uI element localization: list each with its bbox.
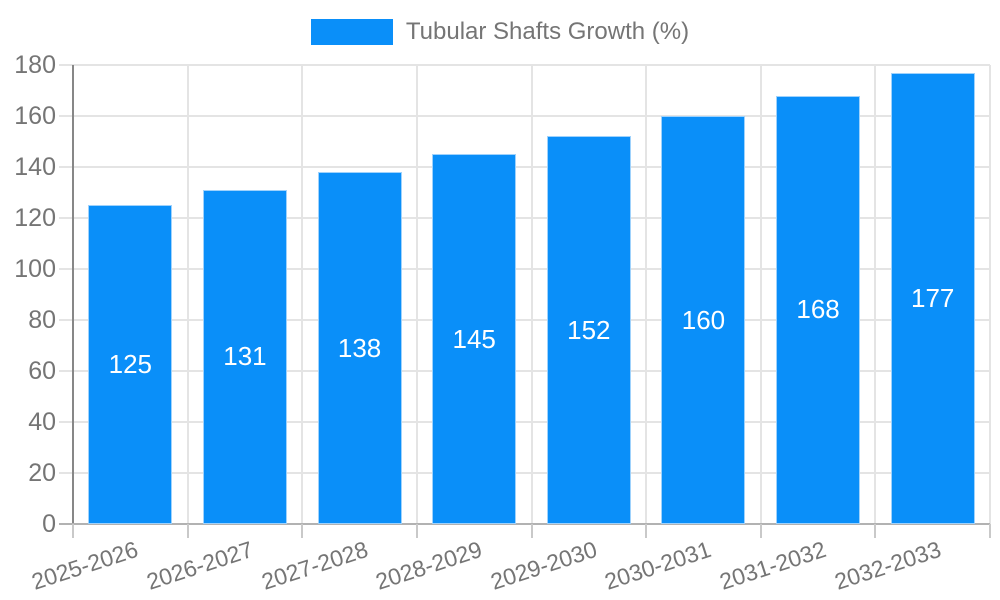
bar: 177 — [890, 72, 975, 524]
x-axis-tick — [874, 524, 877, 538]
gridline-vertical — [759, 65, 762, 524]
y-axis-tick-label: 180 — [14, 51, 56, 79]
x-axis-tick-label: 2026-2027 — [143, 536, 256, 595]
x-axis-tick — [301, 524, 304, 538]
chart-legend: Tubular Shafts Growth (%) — [0, 18, 1000, 45]
y-axis-tick-label: 100 — [14, 255, 56, 283]
x-axis-tick — [186, 524, 189, 538]
x-axis-tick — [759, 524, 762, 538]
bar-value-label: 125 — [108, 349, 152, 380]
gridline-horizontal — [59, 217, 990, 219]
x-axis-tick-label: 2027-2028 — [257, 536, 371, 595]
y-axis-tick-label: 80 — [28, 306, 56, 334]
gridline-vertical — [301, 65, 304, 524]
gridline-horizontal — [59, 64, 990, 66]
gridline-horizontal — [59, 370, 990, 372]
bar: 138 — [317, 172, 402, 524]
gridline-horizontal — [59, 421, 990, 423]
bar-value-label: 177 — [910, 282, 955, 313]
bar: 152 — [546, 136, 631, 524]
bar: 160 — [661, 116, 746, 524]
gridline-vertical — [989, 65, 991, 524]
gridline-vertical — [186, 65, 189, 524]
bar: 168 — [776, 95, 861, 524]
x-axis-tick — [530, 524, 533, 538]
gridline-horizontal — [59, 472, 990, 474]
x-axis-line — [59, 523, 990, 525]
bar: 145 — [432, 154, 517, 524]
x-axis-tick — [989, 524, 991, 538]
x-axis-tick-label: 2025-2026 — [28, 536, 142, 595]
bar-value-label: 138 — [337, 332, 382, 363]
y-axis-tick-label: 60 — [28, 357, 56, 385]
gridline-horizontal — [59, 115, 990, 117]
bar-value-label: 152 — [567, 314, 611, 345]
x-axis-tick — [415, 524, 418, 538]
y-axis-tick-label: 140 — [14, 153, 56, 181]
y-axis-tick-label: 40 — [28, 408, 56, 436]
legend-series-label: Tubular Shafts Growth (%) — [405, 18, 690, 45]
x-axis-tick — [72, 524, 74, 538]
y-axis-tick-label: 120 — [14, 204, 56, 232]
x-axis-tick-label: 2031-2032 — [716, 536, 830, 595]
gridline-vertical — [530, 65, 533, 524]
bar-value-label: 168 — [796, 294, 840, 325]
bar-value-label: 131 — [223, 341, 267, 372]
bar-value-label: 160 — [681, 304, 726, 335]
x-axis-tick — [645, 524, 648, 538]
gridline-horizontal — [59, 166, 990, 168]
y-axis-tick-label: 20 — [28, 459, 56, 487]
legend-swatch-icon — [310, 19, 393, 45]
gridline-vertical — [874, 65, 877, 524]
x-axis-tick-label: 2030-2031 — [601, 536, 715, 595]
x-axis-tick-label: 2029-2030 — [487, 536, 600, 595]
bar: 125 — [88, 205, 173, 524]
bar-value-label: 145 — [452, 323, 496, 354]
bar: 131 — [202, 189, 287, 524]
y-axis-line — [72, 65, 74, 524]
gridline-horizontal — [59, 319, 990, 321]
x-axis-tick-label: 2032-2033 — [831, 536, 944, 595]
gridline-horizontal — [59, 268, 990, 270]
y-axis-tick-label: 160 — [14, 102, 56, 130]
gridline-vertical — [415, 65, 418, 524]
x-axis-tick-label: 2028-2029 — [372, 536, 486, 595]
y-axis-tick-label: 0 — [42, 510, 56, 538]
gridline-vertical — [645, 65, 648, 524]
